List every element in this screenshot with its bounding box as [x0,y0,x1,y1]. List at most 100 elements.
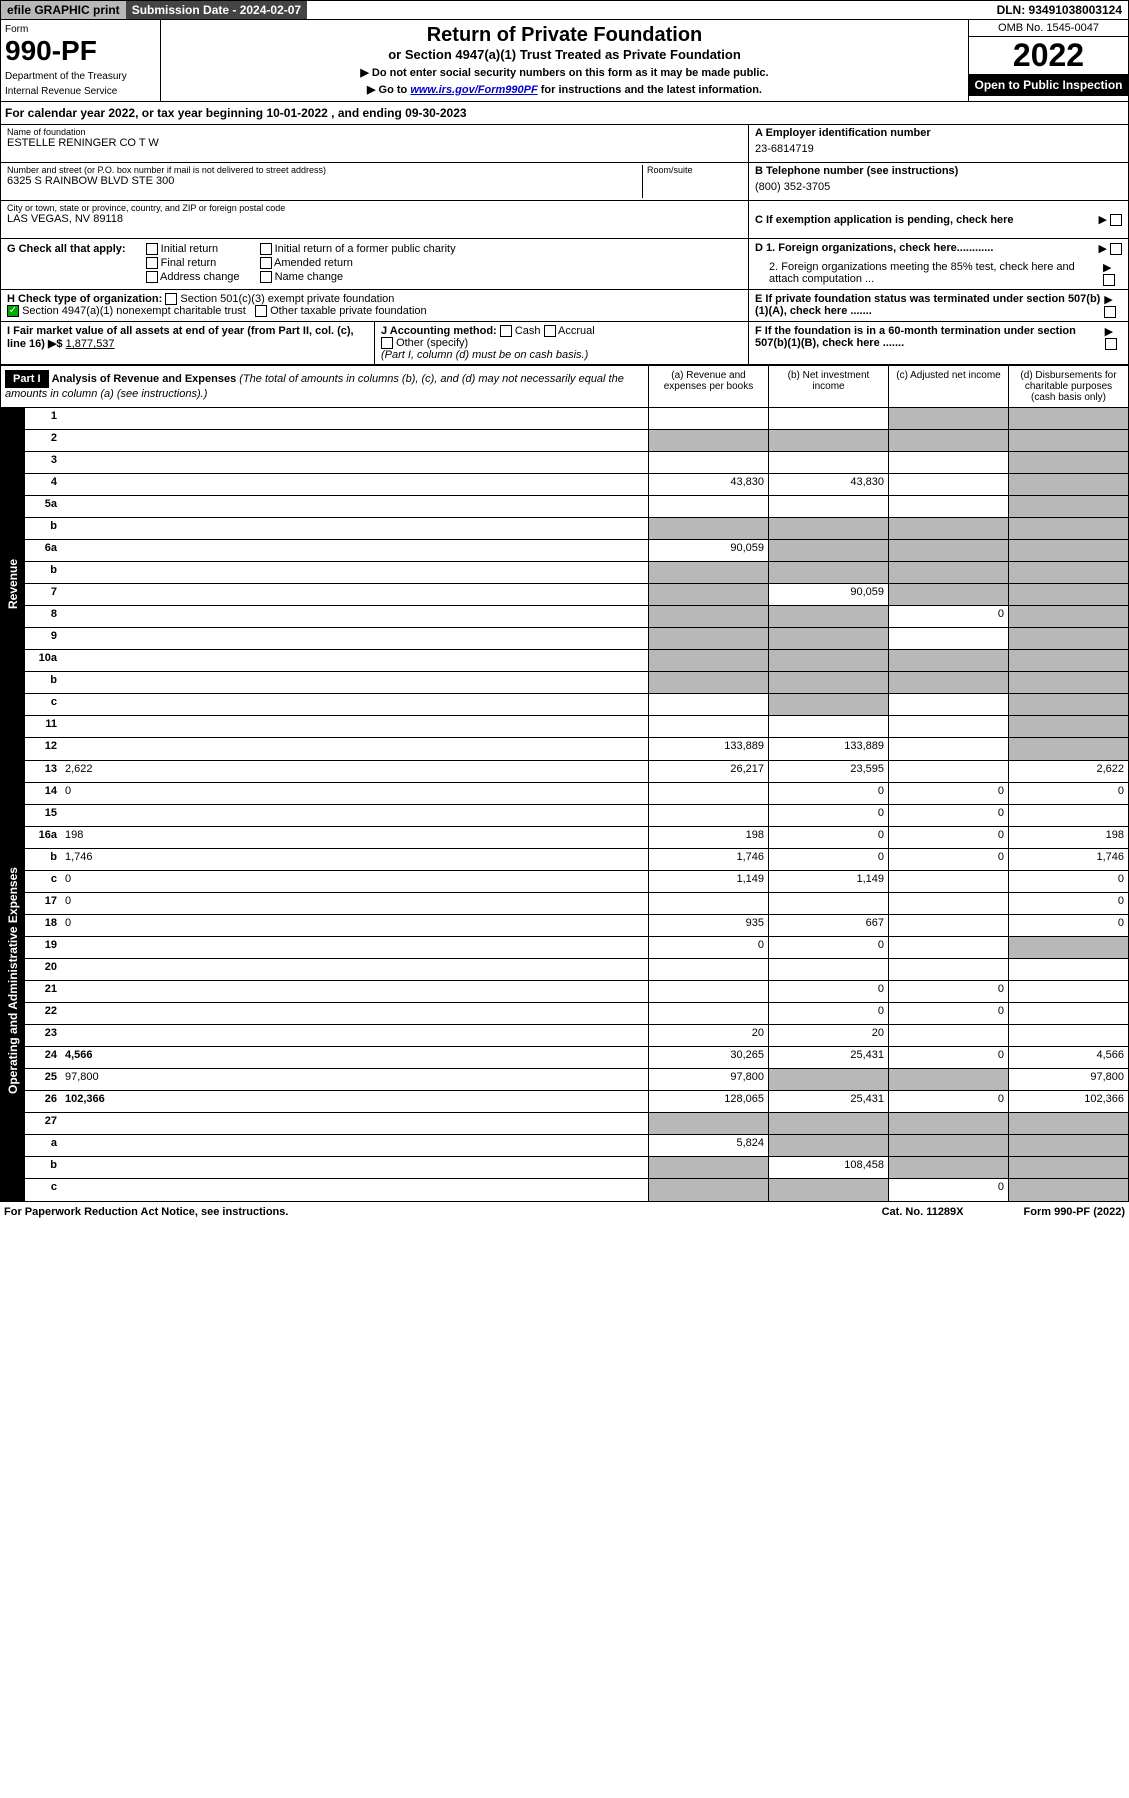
line-description [61,562,648,583]
h-opt3: Other taxable private foundation [270,305,427,317]
j-cash-checkbox[interactable] [500,325,512,337]
b-label: B Telephone number (see instructions) [755,165,1122,177]
cell-b [768,540,888,561]
dln: DLN: 93491038003124 [991,1,1128,19]
cell-b [768,452,888,473]
line-description [61,805,648,826]
cell-b: 0 [768,1003,888,1024]
g-initial-checkbox[interactable] [146,243,158,255]
cell-a [648,628,768,649]
line-number: 26 [25,1091,61,1112]
line-number: 12 [25,738,61,760]
line-description [61,474,648,495]
cell-c [888,562,1008,583]
h-501c3-checkbox[interactable] [165,293,177,305]
d1-checkbox[interactable] [1110,243,1122,255]
j-cash: Cash [515,325,541,337]
line-description: 97,800 [61,1069,648,1090]
cell-d [1008,562,1128,583]
cell-b [768,1069,888,1090]
cell-b [768,1113,888,1134]
cell-c [888,474,1008,495]
h-other-checkbox[interactable] [255,305,267,317]
line-number: 5a [25,496,61,517]
table-row: 2200 [25,1003,1128,1025]
col-a-header: (a) Revenue and expenses per books [648,366,768,407]
cell-a: 128,065 [648,1091,768,1112]
line-number: b [25,562,61,583]
cell-a [648,783,768,804]
d2-checkbox[interactable] [1103,274,1115,286]
g-amended-checkbox[interactable] [260,257,272,269]
cell-c [888,694,1008,715]
cell-a: 198 [648,827,768,848]
cell-d [1008,805,1128,826]
g-initial-former-checkbox[interactable] [260,243,272,255]
line-description [61,606,648,627]
table-row: 140000 [25,783,1128,805]
j-label: J Accounting method: [381,325,497,337]
j-other-checkbox[interactable] [381,337,393,349]
irs-link[interactable]: www.irs.gov/Form990PF [410,84,537,96]
cell-a: 5,824 [648,1135,768,1156]
cell-c [888,408,1008,429]
cell-b: 43,830 [768,474,888,495]
cell-c [888,650,1008,671]
cell-b [768,628,888,649]
cell-a [648,1003,768,1024]
cell-d [1008,496,1128,517]
e-label: E If private foundation status was termi… [755,293,1104,318]
g-addr-checkbox[interactable] [146,271,158,283]
f-row: F If the foundation is in a 60-month ter… [749,322,1128,353]
efile-label: efile GRAPHIC print [1,1,126,19]
line-description [61,937,648,958]
cell-b: 108,458 [768,1157,888,1178]
cell-d [1008,1157,1128,1178]
line-description [61,430,648,451]
form-header: Form 990-PF Department of the Treasury I… [0,20,1129,102]
cell-b: 0 [768,981,888,1002]
name-label: Name of foundation [7,127,742,137]
c-checkbox[interactable] [1110,214,1122,226]
col-c-header: (c) Adjusted net income [888,366,1008,407]
line-number: 7 [25,584,61,605]
part1-label: Part I [5,370,49,388]
cell-a [648,716,768,737]
cell-c [888,1113,1008,1134]
j-note: (Part I, column (d) must be on cash basi… [381,349,588,361]
cell-c: 0 [888,827,1008,848]
line-description [61,628,648,649]
top-bar: efile GRAPHIC print Submission Date - 20… [0,0,1129,20]
cell-a [648,1179,768,1201]
f-checkbox[interactable] [1105,338,1117,350]
table-row: 1900 [25,937,1128,959]
table-row: 3 [25,452,1128,474]
form-title: Return of Private Foundation [165,24,964,47]
cell-a: 133,889 [648,738,768,760]
cell-a [648,452,768,473]
cell-b: 0 [768,805,888,826]
line-number: 25 [25,1069,61,1090]
cell-a: 1,149 [648,871,768,892]
cell-b: 25,431 [768,1047,888,1068]
i-label: I Fair market value of all assets at end… [7,325,354,350]
a-label: A Employer identification number [755,127,1122,139]
line-description: 102,366 [61,1091,648,1112]
cell-d [1008,650,1128,671]
table-row: 12133,889133,889 [25,738,1128,760]
e-checkbox[interactable] [1104,306,1116,318]
line-number: 2 [25,430,61,451]
table-row: b [25,518,1128,540]
g-name-checkbox[interactable] [260,271,272,283]
h-4947-checkbox[interactable]: ✓ [7,305,19,317]
line-number: 16a [25,827,61,848]
cell-b: 25,431 [768,1091,888,1112]
cell-d [1008,738,1128,760]
cell-d [1008,1113,1128,1134]
cell-c [888,540,1008,561]
g-final-checkbox[interactable] [146,257,158,269]
j-accrual-checkbox[interactable] [544,325,556,337]
g-label: G Check all that apply: [7,243,126,283]
expenses-side-label: Operating and Administrative Expenses [1,761,25,1201]
form-label: Form [5,24,156,35]
